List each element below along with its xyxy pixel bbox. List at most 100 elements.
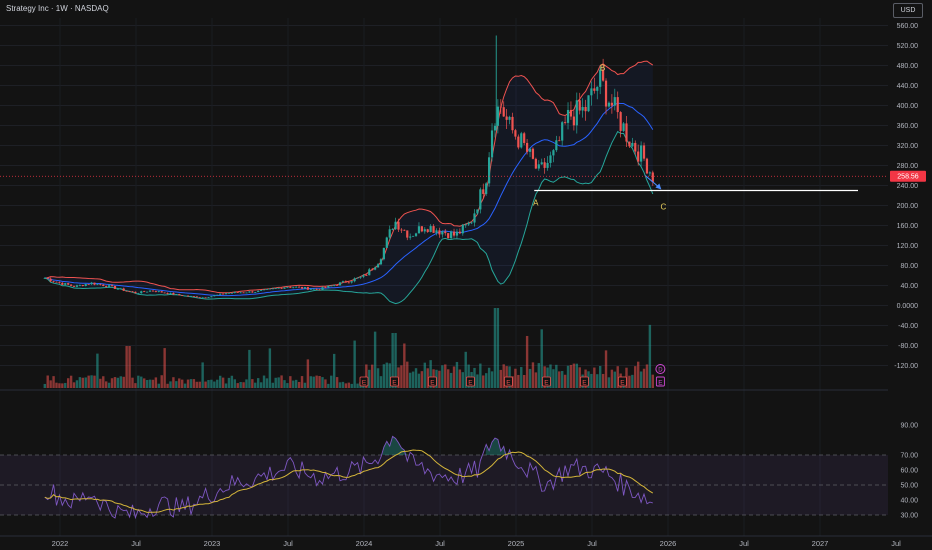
time-tick-label: Jul bbox=[891, 539, 901, 548]
volume-bar bbox=[289, 376, 292, 388]
candle-body bbox=[651, 172, 654, 183]
volume-bar bbox=[96, 353, 99, 388]
candle-body bbox=[403, 229, 406, 231]
candle-body bbox=[534, 158, 537, 169]
volume-bar bbox=[590, 373, 593, 388]
wave-label-b: B bbox=[600, 64, 605, 73]
candle-body bbox=[452, 231, 456, 236]
time-tick-label: Jul bbox=[739, 539, 749, 548]
candle-body bbox=[224, 293, 228, 295]
volume-bar bbox=[514, 368, 517, 388]
candle-body bbox=[400, 229, 403, 231]
volume-bar bbox=[64, 382, 67, 388]
earnings-marker-label: E bbox=[506, 380, 511, 387]
volume-bar bbox=[429, 360, 432, 388]
candle-body bbox=[198, 297, 201, 299]
candle-body bbox=[368, 269, 371, 276]
candle-body bbox=[619, 112, 622, 131]
volume-bar bbox=[309, 376, 312, 388]
volume-bar bbox=[452, 366, 456, 388]
bb-fill bbox=[44, 61, 653, 304]
candle-body bbox=[520, 133, 523, 148]
candle-body bbox=[262, 289, 266, 291]
volume-bar bbox=[411, 371, 415, 388]
volume-bar bbox=[575, 363, 578, 388]
candle-body bbox=[435, 230, 438, 233]
time-tick-label: 2026 bbox=[660, 539, 677, 548]
volume-bar bbox=[78, 377, 82, 388]
candle-body bbox=[283, 287, 286, 289]
volume-bar bbox=[563, 374, 567, 388]
candle-body bbox=[482, 189, 485, 194]
volume-bar bbox=[148, 379, 152, 388]
volume-bar bbox=[642, 368, 646, 388]
candle-body bbox=[286, 286, 289, 288]
volume-bar bbox=[555, 364, 558, 388]
axes: 560.00 520.00 480.00 440.00 400.00 360.00 320.… bbox=[0, 18, 932, 548]
candle-body bbox=[295, 286, 298, 288]
candle-body bbox=[511, 116, 514, 131]
candle-body bbox=[55, 281, 58, 283]
volume-bar bbox=[294, 379, 298, 388]
candle-body bbox=[476, 209, 479, 214]
volume-bar bbox=[636, 361, 640, 388]
volume-bar bbox=[251, 379, 254, 388]
volume-bar bbox=[163, 348, 166, 388]
volume-bar bbox=[204, 381, 207, 388]
volume-bar bbox=[482, 375, 485, 388]
candle-body bbox=[213, 295, 216, 297]
candle-body bbox=[341, 281, 345, 283]
volume-bar bbox=[116, 377, 120, 388]
candle-body bbox=[572, 116, 575, 126]
volume-bar bbox=[113, 377, 117, 388]
candle-body bbox=[499, 106, 502, 108]
volume-bar bbox=[607, 377, 611, 388]
earnings-marker bbox=[359, 376, 369, 387]
candle-body bbox=[564, 122, 567, 123]
candle-body bbox=[81, 284, 84, 286]
volume-bar bbox=[265, 378, 269, 388]
candle-body bbox=[75, 285, 79, 287]
price-tick-label: 520.00 bbox=[897, 43, 919, 50]
volume-bar bbox=[318, 375, 321, 388]
candle-body bbox=[450, 231, 453, 239]
volume-bar bbox=[651, 374, 654, 388]
volume-bar bbox=[99, 378, 102, 388]
projection-arrow bbox=[644, 175, 660, 188]
candle-body bbox=[207, 297, 210, 299]
volume-bar bbox=[216, 379, 219, 388]
rsi-tick-label: 50.00 bbox=[900, 483, 918, 490]
candle-body bbox=[642, 145, 646, 159]
volume-bar bbox=[315, 375, 318, 388]
candle-body bbox=[417, 226, 421, 234]
candle-body bbox=[49, 278, 52, 282]
candle-body bbox=[353, 278, 356, 282]
candle-body bbox=[549, 155, 552, 163]
volume-bar bbox=[370, 364, 374, 388]
candle-body bbox=[604, 80, 608, 107]
volume-bar bbox=[365, 364, 368, 388]
volume-bar bbox=[417, 373, 421, 388]
volume-bar bbox=[175, 381, 178, 388]
candle-body bbox=[254, 292, 257, 293]
volume-bar bbox=[631, 374, 634, 388]
candle-body bbox=[634, 142, 637, 152]
currency-button[interactable]: USD bbox=[893, 3, 923, 18]
candle-body bbox=[46, 278, 49, 279]
candle-body bbox=[175, 294, 178, 295]
candle-body bbox=[227, 292, 231, 294]
volume-bar bbox=[292, 380, 295, 388]
candle-body bbox=[479, 189, 482, 210]
event-markers: E E E E E E E E ED bbox=[359, 364, 666, 387]
volume-bar bbox=[484, 373, 488, 388]
time-tick-label: Jul bbox=[131, 539, 141, 548]
candle-body bbox=[528, 148, 532, 152]
candle-body bbox=[543, 162, 546, 168]
candle-body bbox=[496, 106, 499, 126]
volume-bar bbox=[648, 324, 652, 388]
volume-bar bbox=[233, 379, 236, 388]
volume-bar bbox=[368, 369, 371, 388]
volume-bar bbox=[195, 381, 198, 388]
volume-bar bbox=[344, 383, 348, 388]
